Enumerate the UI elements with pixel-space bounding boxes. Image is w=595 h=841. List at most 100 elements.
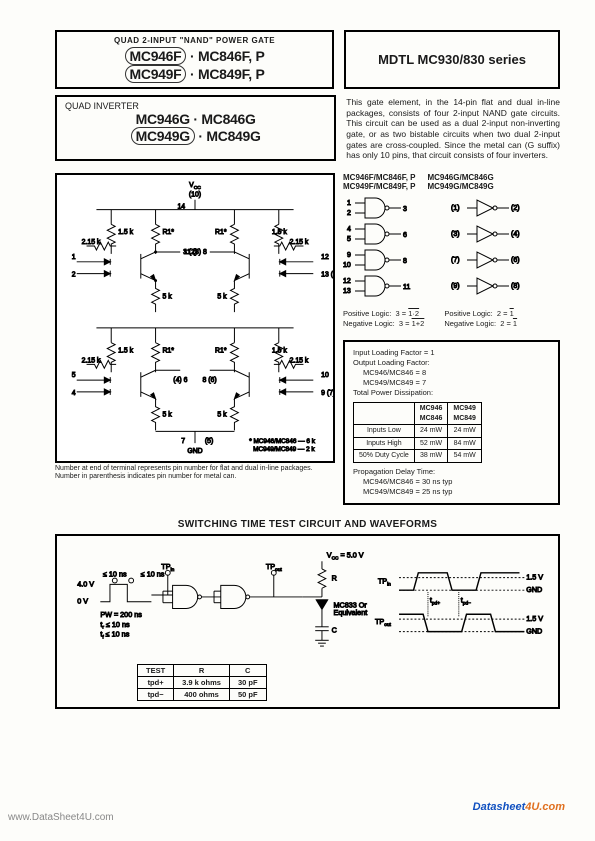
svg-text:13: 13 (343, 288, 351, 295)
svg-text:1.5 V: 1.5 V (526, 614, 543, 623)
spec-prop2: MC949/MC849 = 25 ns typ (353, 487, 550, 497)
svg-text:R1*: R1* (162, 229, 174, 236)
spec-ilf: Input Loading Factor = 1 (353, 348, 550, 358)
inverter-title-box: QUAD INVERTER MC946G · MC846G MC949G · M… (55, 95, 336, 161)
svg-text:4.0 V: 4.0 V (77, 579, 94, 588)
svg-text:* MC946/MC846 — 6 k: * MC946/MC846 — 6 k (249, 438, 316, 445)
svg-text:5: 5 (347, 236, 351, 243)
svg-text:2.15 k: 2.15 k (290, 239, 309, 246)
nand-title-box: QUAD 2-INPUT "NAND" POWER GATE MC946F · … (55, 30, 334, 89)
svg-text:1: 1 (72, 254, 76, 261)
nand-logic: Positive Logic: 3 = 1·2 Negative Logic: … (343, 309, 424, 330)
svg-text:≤ 10 ns: ≤ 10 ns (141, 570, 165, 579)
svg-text:9 (7): 9 (7) (321, 390, 333, 397)
svg-text:2.15 k: 2.15 k (82, 239, 101, 246)
inv-subtitle: QUAD INVERTER (65, 101, 326, 111)
svg-text:7: 7 (181, 438, 185, 445)
inverter-pinout-diagram: (1) (2) (3) (4) (7) (6) (9) (8) (451, 195, 541, 305)
spec-prop-title: Propagation Delay Time: (353, 467, 550, 477)
svg-text:1.5 k: 1.5 k (272, 347, 287, 354)
svg-text:tpd+: tpd+ (430, 596, 440, 607)
schematic-caption: Number at end of terminal represents pin… (55, 465, 335, 481)
pinout-hdr-inv: MC946G/MC846G MC949G/MC849G (427, 173, 493, 191)
svg-text:≤ 10 ns: ≤ 10 ns (103, 570, 127, 579)
svg-text:11: 11 (403, 284, 410, 291)
svg-text:13 (9): 13 (9) (321, 271, 333, 278)
specs-box: Input Loading Factor = 1 Output Loading … (343, 340, 560, 505)
svg-text:(6): (6) (511, 257, 520, 264)
svg-text:2: 2 (347, 210, 351, 217)
svg-text:10: 10 (343, 262, 351, 269)
svg-text:(3): (3) (451, 231, 460, 238)
svg-text:8 (6): 8 (6) (203, 377, 217, 384)
svg-text:6: 6 (403, 232, 407, 239)
switching-title: SWITCHING TIME TEST CIRCUIT AND WAVEFORM… (55, 519, 560, 530)
svg-text:tpd−: tpd− (461, 596, 471, 607)
test-table: TESTRC tpd+3.9 k ohms30 pF tpd−400 ohms5… (137, 664, 267, 701)
svg-text:(10): (10) (189, 192, 201, 199)
svg-text:Equivalent: Equivalent (334, 608, 368, 617)
svg-text:(5): (5) (205, 438, 213, 445)
svg-text:GND: GND (526, 626, 542, 635)
svg-text:C: C (332, 626, 337, 635)
svg-text:(4) 6: (4) 6 (173, 377, 187, 384)
nand-parts-1: MC946F · MC846F, P (65, 47, 324, 65)
svg-text:8: 8 (403, 258, 407, 265)
spec-olf2: MC949/MC849 = 7 (353, 378, 550, 388)
svg-text:1.5 k: 1.5 k (118, 347, 133, 354)
spec-olf1: MC946/MC846 = 8 (353, 368, 550, 378)
vcc-label: VCC (189, 182, 201, 191)
svg-text:R: R (332, 573, 337, 582)
svg-text:11 (8) 8: 11 (8) 8 (184, 249, 207, 256)
inv-logic: Positive Logic: 2 = 1 Negative Logic: 2 … (444, 309, 517, 330)
svg-text:0 V: 0 V (77, 597, 88, 606)
right-column: MC946F/MC846F, P MC949F/MC849F, P MC946G… (343, 173, 560, 505)
svg-text:3: 3 (403, 206, 407, 213)
svg-text:R1*: R1* (162, 347, 174, 354)
watermark: www.DataSheet4U.com (8, 812, 114, 823)
schematic-diagram: VCC (10) 14 1.5 k R1* (55, 173, 335, 463)
svg-text:5 k: 5 k (162, 293, 172, 300)
svg-text:(8): (8) (511, 283, 520, 290)
svg-text:PW = 200 ns: PW = 200 ns (100, 610, 142, 619)
svg-text:(2): (2) (511, 205, 520, 212)
datasheet-logo: Datasheet4U.com (473, 801, 565, 813)
nand-subtitle: QUAD 2-INPUT "NAND" POWER GATE (65, 36, 324, 45)
svg-text:R1*: R1* (215, 347, 227, 354)
svg-text:2: 2 (72, 271, 76, 278)
svg-text:5 k: 5 k (217, 293, 227, 300)
svg-text:9: 9 (347, 252, 351, 259)
svg-text:TPout: TPout (266, 562, 283, 573)
svg-text:1.5 V: 1.5 V (526, 573, 543, 582)
description: This gate element, in the 14-pin flat an… (346, 95, 560, 161)
series-box: MDTL MC930/830 series (344, 30, 560, 89)
svg-text:5 k: 5 k (162, 411, 172, 418)
svg-text:(4): (4) (511, 231, 520, 238)
nand-parts-2: MC949F · MC849F, P (65, 65, 324, 83)
svg-text:(1): (1) (451, 205, 460, 212)
spec-tpd-title: Total Power Dissipation: (353, 388, 550, 398)
svg-text:10: 10 (321, 372, 329, 379)
svg-text:2.15 k: 2.15 k (82, 357, 101, 364)
pinout-hdr-nand: MC946F/MC846F, P MC949F/MC849F, P (343, 173, 415, 191)
inv-parts-1: MC946G · MC846G (65, 111, 326, 127)
svg-text:1.5 k: 1.5 k (118, 229, 133, 236)
svg-text:5: 5 (72, 372, 76, 379)
spec-olf-title: Output Loading Factor: (353, 358, 550, 368)
svg-text:tf ≤ 10 ns: tf ≤ 10 ns (100, 629, 129, 640)
svg-text:TPout: TPout (375, 617, 392, 628)
series-text: MDTL MC930/830 series (378, 52, 526, 67)
svg-text:(7): (7) (451, 257, 460, 264)
svg-text:(9): (9) (451, 283, 460, 290)
svg-text:GND: GND (187, 448, 202, 455)
spec-prop1: MC946/MC846 = 30 ns typ (353, 477, 550, 487)
svg-text:2.15 k: 2.15 k (290, 357, 309, 364)
svg-text:R1*: R1* (215, 229, 227, 236)
power-table: MC946 MC846MC949 MC849 Inputs Low24 mW24… (353, 402, 482, 462)
svg-text:GND: GND (526, 585, 542, 594)
svg-text:5 k: 5 k (217, 411, 227, 418)
svg-text:TPin: TPin (378, 576, 391, 587)
svg-text:1.5 k: 1.5 k (272, 229, 287, 236)
svg-text:1: 1 (347, 200, 351, 207)
svg-text:12: 12 (321, 254, 329, 261)
